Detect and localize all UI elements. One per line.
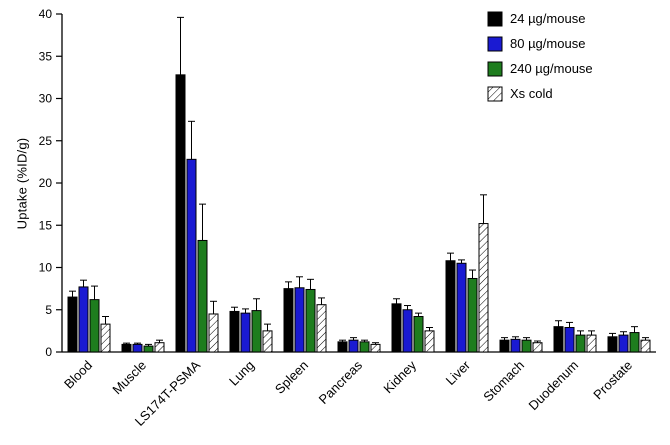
bar xyxy=(283,288,294,353)
bar xyxy=(262,330,273,353)
bar xyxy=(467,277,478,353)
bar xyxy=(229,310,240,353)
y-tick-label: 0 xyxy=(45,345,52,359)
legend-swatch xyxy=(487,36,503,52)
x-category-label: Stomach xyxy=(480,358,527,405)
y-tick-label: 40 xyxy=(39,7,53,21)
bar xyxy=(456,262,467,353)
y-tick-label: 15 xyxy=(39,218,53,232)
legend-label: 24 µg/mouse xyxy=(510,11,585,26)
y-axis-title: Uptake (%ID/g) xyxy=(14,137,30,230)
bar xyxy=(294,287,305,353)
bar xyxy=(391,303,402,353)
legend-label: Xs cold xyxy=(510,86,553,101)
bar xyxy=(640,339,651,353)
bar xyxy=(510,338,521,353)
bar xyxy=(251,310,262,353)
legend-swatch xyxy=(487,11,503,27)
bar xyxy=(89,299,100,353)
x-category-label: Blood xyxy=(61,358,95,392)
legend-label: 240 µg/mouse xyxy=(510,61,593,76)
bar xyxy=(424,330,435,353)
legend-swatch xyxy=(487,61,503,77)
x-category-label: Prostate xyxy=(590,358,635,403)
bar xyxy=(586,334,597,353)
bar xyxy=(359,341,370,353)
bar xyxy=(67,296,78,353)
x-category-label: Pancreas xyxy=(316,357,366,407)
bar xyxy=(121,343,132,353)
x-category-label: Lung xyxy=(226,358,257,389)
bar xyxy=(305,288,316,353)
bar xyxy=(78,286,89,353)
y-tick-label: 20 xyxy=(39,176,53,190)
bar xyxy=(445,260,456,353)
bar xyxy=(575,334,586,353)
x-category-label: Liver xyxy=(443,357,474,388)
bar xyxy=(370,343,381,353)
y-tick-label: 25 xyxy=(39,134,53,148)
y-tick-label: 30 xyxy=(39,92,53,106)
x-category-label: Kidney xyxy=(380,357,419,396)
bar xyxy=(316,304,327,353)
legend-label: 80 µg/mouse xyxy=(510,36,585,51)
bar xyxy=(564,326,575,353)
bar xyxy=(337,341,348,353)
bar xyxy=(186,158,197,353)
bar xyxy=(553,326,564,353)
bar xyxy=(132,343,143,353)
bar xyxy=(208,313,219,353)
bar xyxy=(532,342,543,353)
legend-swatch xyxy=(487,86,503,102)
bar xyxy=(100,323,111,353)
bar xyxy=(499,339,510,353)
x-category-label: Spleen xyxy=(272,358,311,397)
bar xyxy=(629,332,640,353)
x-category-label: Muscle xyxy=(109,358,149,398)
bar xyxy=(607,336,618,353)
bar xyxy=(348,339,359,353)
bar xyxy=(478,223,489,353)
bar xyxy=(197,239,208,353)
bar xyxy=(175,74,186,353)
y-tick-label: 5 xyxy=(45,303,52,317)
bar xyxy=(143,345,154,353)
bar xyxy=(618,334,629,353)
y-tick-label: 35 xyxy=(39,49,53,63)
bar xyxy=(402,309,413,353)
y-tick-label: 10 xyxy=(39,261,53,275)
bar xyxy=(154,342,165,353)
bar xyxy=(413,316,424,353)
x-category-label: Duodenum xyxy=(526,358,582,414)
bar xyxy=(240,312,251,353)
bar xyxy=(521,339,532,353)
